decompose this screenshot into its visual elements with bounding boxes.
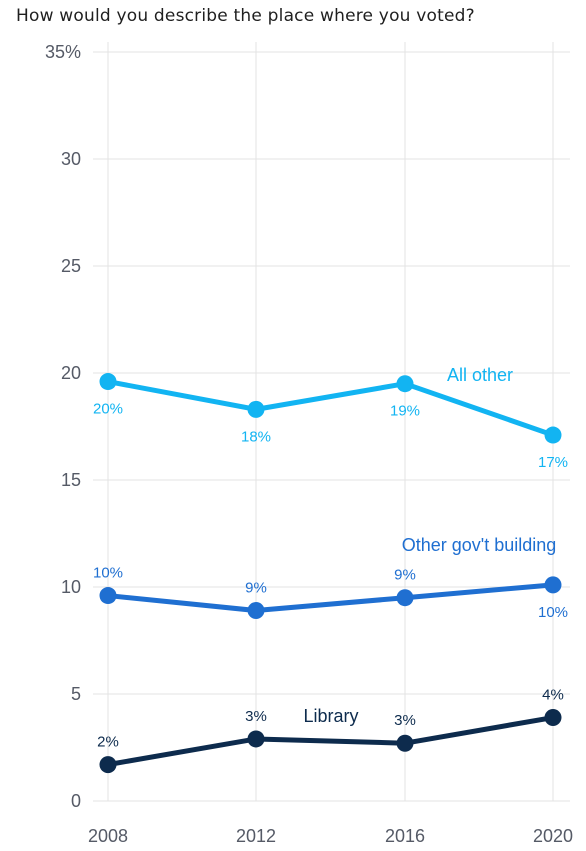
data-point	[544, 576, 562, 594]
x-tick-label: 2016	[385, 826, 425, 846]
data-label: 3%	[394, 712, 416, 729]
data-point	[99, 373, 117, 391]
data-label: 9%	[245, 580, 267, 597]
y-tick-label: 25	[61, 256, 81, 276]
series-label: All other	[447, 365, 513, 385]
series-line-2	[105, 715, 556, 768]
y-tick-label: 15	[61, 470, 81, 490]
data-point	[544, 709, 562, 727]
data-label: 9%	[394, 567, 416, 584]
y-tick-label: 35%	[45, 42, 81, 62]
data-label: 17%	[538, 454, 568, 471]
y-tick-label: 20	[61, 363, 81, 383]
data-label: 3%	[245, 708, 267, 725]
data-point	[99, 587, 117, 605]
series-label: Library	[303, 706, 358, 726]
y-tick-label: 30	[61, 149, 81, 169]
data-label: 10%	[93, 565, 123, 582]
data-label: 20%	[93, 401, 123, 418]
series-line-1	[105, 582, 556, 614]
x-tick-label: 2008	[88, 826, 128, 846]
data-point	[396, 734, 414, 752]
series-label: Other gov't building	[402, 535, 557, 555]
data-point	[396, 589, 414, 607]
data-point	[247, 730, 265, 748]
data-label: 18%	[241, 428, 271, 445]
data-label: 10%	[538, 604, 568, 621]
series-line-0	[105, 379, 556, 438]
chart-title: How would you describe the place where y…	[16, 6, 475, 26]
data-label: 4%	[542, 687, 564, 704]
data-label: 19%	[390, 403, 420, 420]
y-tick-label: 10	[61, 577, 81, 597]
data-point	[396, 375, 414, 393]
data-label: 2%	[97, 734, 119, 751]
data-point	[99, 756, 117, 774]
data-point	[247, 602, 265, 620]
data-point	[544, 426, 562, 444]
x-tick-label: 2012	[236, 826, 276, 846]
data-point	[247, 400, 265, 418]
y-tick-label: 0	[71, 791, 81, 811]
x-tick-label: 2020	[533, 826, 573, 846]
y-tick-label: 5	[71, 684, 81, 704]
